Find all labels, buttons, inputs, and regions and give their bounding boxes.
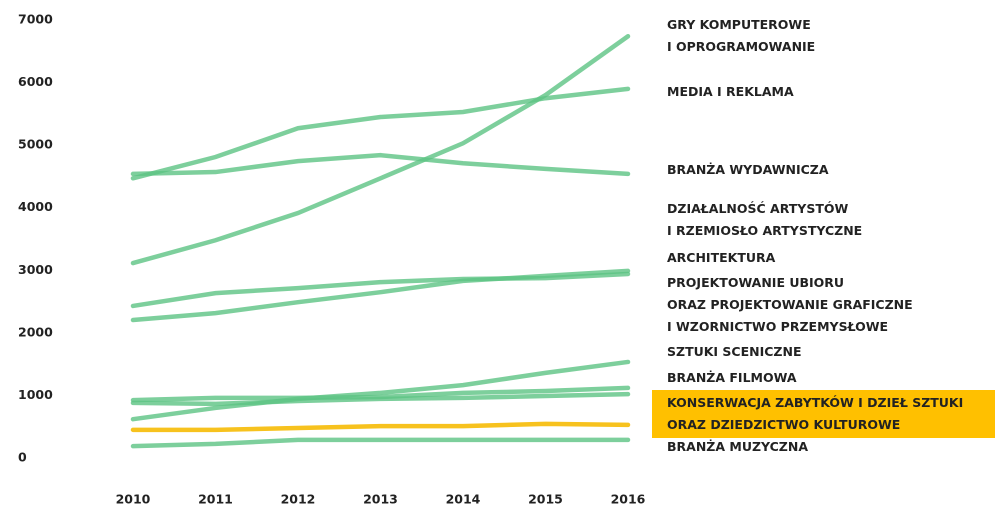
legend-line: ORAZ DZIEDZICTWO KULTUROWE bbox=[667, 417, 900, 432]
legend-line: BRANŻA FILMOWA bbox=[667, 370, 797, 385]
legend-label: BRANŻA MUZYCZNA bbox=[667, 439, 808, 454]
legend-label: DZIAŁALNOŚĆ ARTYSTÓW I RZEMIOSŁO ARTYSTYC… bbox=[667, 201, 862, 238]
legend-label: KONSERWACJA ZABYTKÓW I DZIEŁ SZTUKI ORAZ … bbox=[667, 395, 963, 432]
y-tick-label: 1000 bbox=[18, 387, 53, 402]
x-tick-label: 2011 bbox=[198, 492, 233, 507]
x-tick-label: 2016 bbox=[611, 492, 646, 507]
series-line bbox=[130, 34, 631, 266]
legend-line: PROJEKTOWANIE UBIORU bbox=[667, 275, 844, 290]
x-tick-label: 2012 bbox=[281, 492, 316, 507]
legend-label: BRANŻA WYDAWNICZA bbox=[667, 162, 829, 177]
legend-line: GRY KOMPUTEROWE bbox=[667, 17, 811, 32]
y-tick-label: 4000 bbox=[18, 199, 53, 214]
series-line bbox=[130, 359, 631, 422]
x-tick-label: 2014 bbox=[446, 492, 481, 507]
y-tick-label: 5000 bbox=[18, 137, 53, 152]
series-line bbox=[130, 271, 631, 309]
x-tick-label: 2010 bbox=[116, 492, 151, 507]
legend-line: SZTUKI SCENICZNE bbox=[667, 344, 802, 359]
legend-line: I OPROGRAMOWANIE bbox=[667, 39, 815, 54]
series-line bbox=[130, 391, 631, 407]
x-tick-label: 2015 bbox=[528, 492, 563, 507]
legend-line: BRANŻA MUZYCZNA bbox=[667, 439, 808, 454]
legend-label: GRY KOMPUTEROWE I OPROGRAMOWANIE bbox=[667, 17, 815, 54]
legend-line: I RZEMIOSŁO ARTYSTYCZNE bbox=[667, 223, 862, 238]
legend-line: BRANŻA WYDAWNICZA bbox=[667, 162, 829, 177]
y-tick-label: 7000 bbox=[18, 12, 53, 27]
y-tick-label: 3000 bbox=[18, 262, 53, 277]
series-line bbox=[130, 437, 631, 449]
y-tick-label: 0 bbox=[18, 450, 27, 465]
legend-label: MEDIA I REKLAMA bbox=[667, 84, 794, 99]
y-tick-label: 2000 bbox=[18, 324, 53, 339]
legend-line: ARCHITEKTURA bbox=[667, 250, 776, 265]
legend-line: I WZORNICTWO PRZEMYSŁOWE bbox=[667, 319, 888, 334]
label-highlight bbox=[652, 390, 995, 438]
series-line bbox=[130, 421, 631, 433]
legend-line: ORAZ PROJEKTOWANIE GRAFICZNE bbox=[667, 297, 913, 312]
legend-line: DZIAŁALNOŚĆ ARTYSTÓW bbox=[667, 201, 849, 216]
legend-label: BRANŻA FILMOWA bbox=[667, 370, 797, 385]
legend-label: ARCHITEKTURA bbox=[667, 250, 776, 265]
series-line bbox=[130, 86, 631, 181]
legend-label: SZTUKI SCENICZNE bbox=[667, 344, 802, 359]
legend-line: KONSERWACJA ZABYTKÓW I DZIEŁ SZTUKI bbox=[667, 395, 963, 410]
legend-line: MEDIA I REKLAMA bbox=[667, 84, 794, 99]
x-tick-label: 2013 bbox=[363, 492, 398, 507]
legend-label: PROJEKTOWANIE UBIORU ORAZ PROJEKTOWANIE G… bbox=[667, 275, 913, 334]
series-line bbox=[130, 152, 631, 177]
y-tick-label: 6000 bbox=[18, 74, 53, 89]
